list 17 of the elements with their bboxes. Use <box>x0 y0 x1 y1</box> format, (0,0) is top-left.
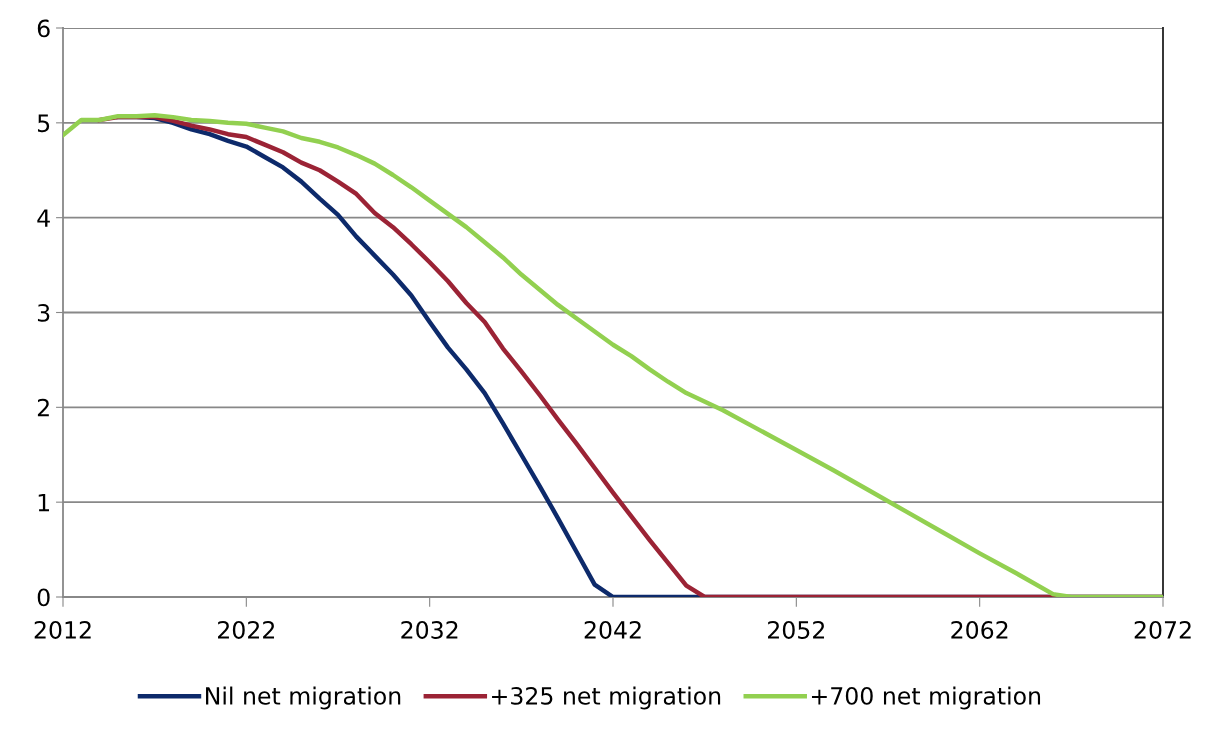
x-tick-label: 2032 <box>401 621 458 639</box>
x-tick-label: 2022 <box>218 621 275 639</box>
y-tick-label: 3 <box>37 303 50 322</box>
x-tick-label: 2012 <box>34 621 91 639</box>
y-tick-label: 4 <box>37 209 50 227</box>
x-tick-label: 2072 <box>1134 621 1191 639</box>
legend-label: +700 net migration <box>811 686 1041 710</box>
x-tick-label: 2052 <box>768 621 825 639</box>
x-tick-label: 2062 <box>951 621 1008 639</box>
y-tick-label: 1 <box>38 493 50 512</box>
legend-label: +325 net migration <box>492 686 721 710</box>
y-tick-label: 0 <box>37 588 50 607</box>
legend-label: Nil net migration <box>206 686 401 710</box>
y-tick-label: 5 <box>37 114 50 133</box>
x-tick-label: 2042 <box>584 621 641 639</box>
y-tick-label: 6 <box>37 19 50 38</box>
y-tick-label: 2 <box>37 398 49 417</box>
